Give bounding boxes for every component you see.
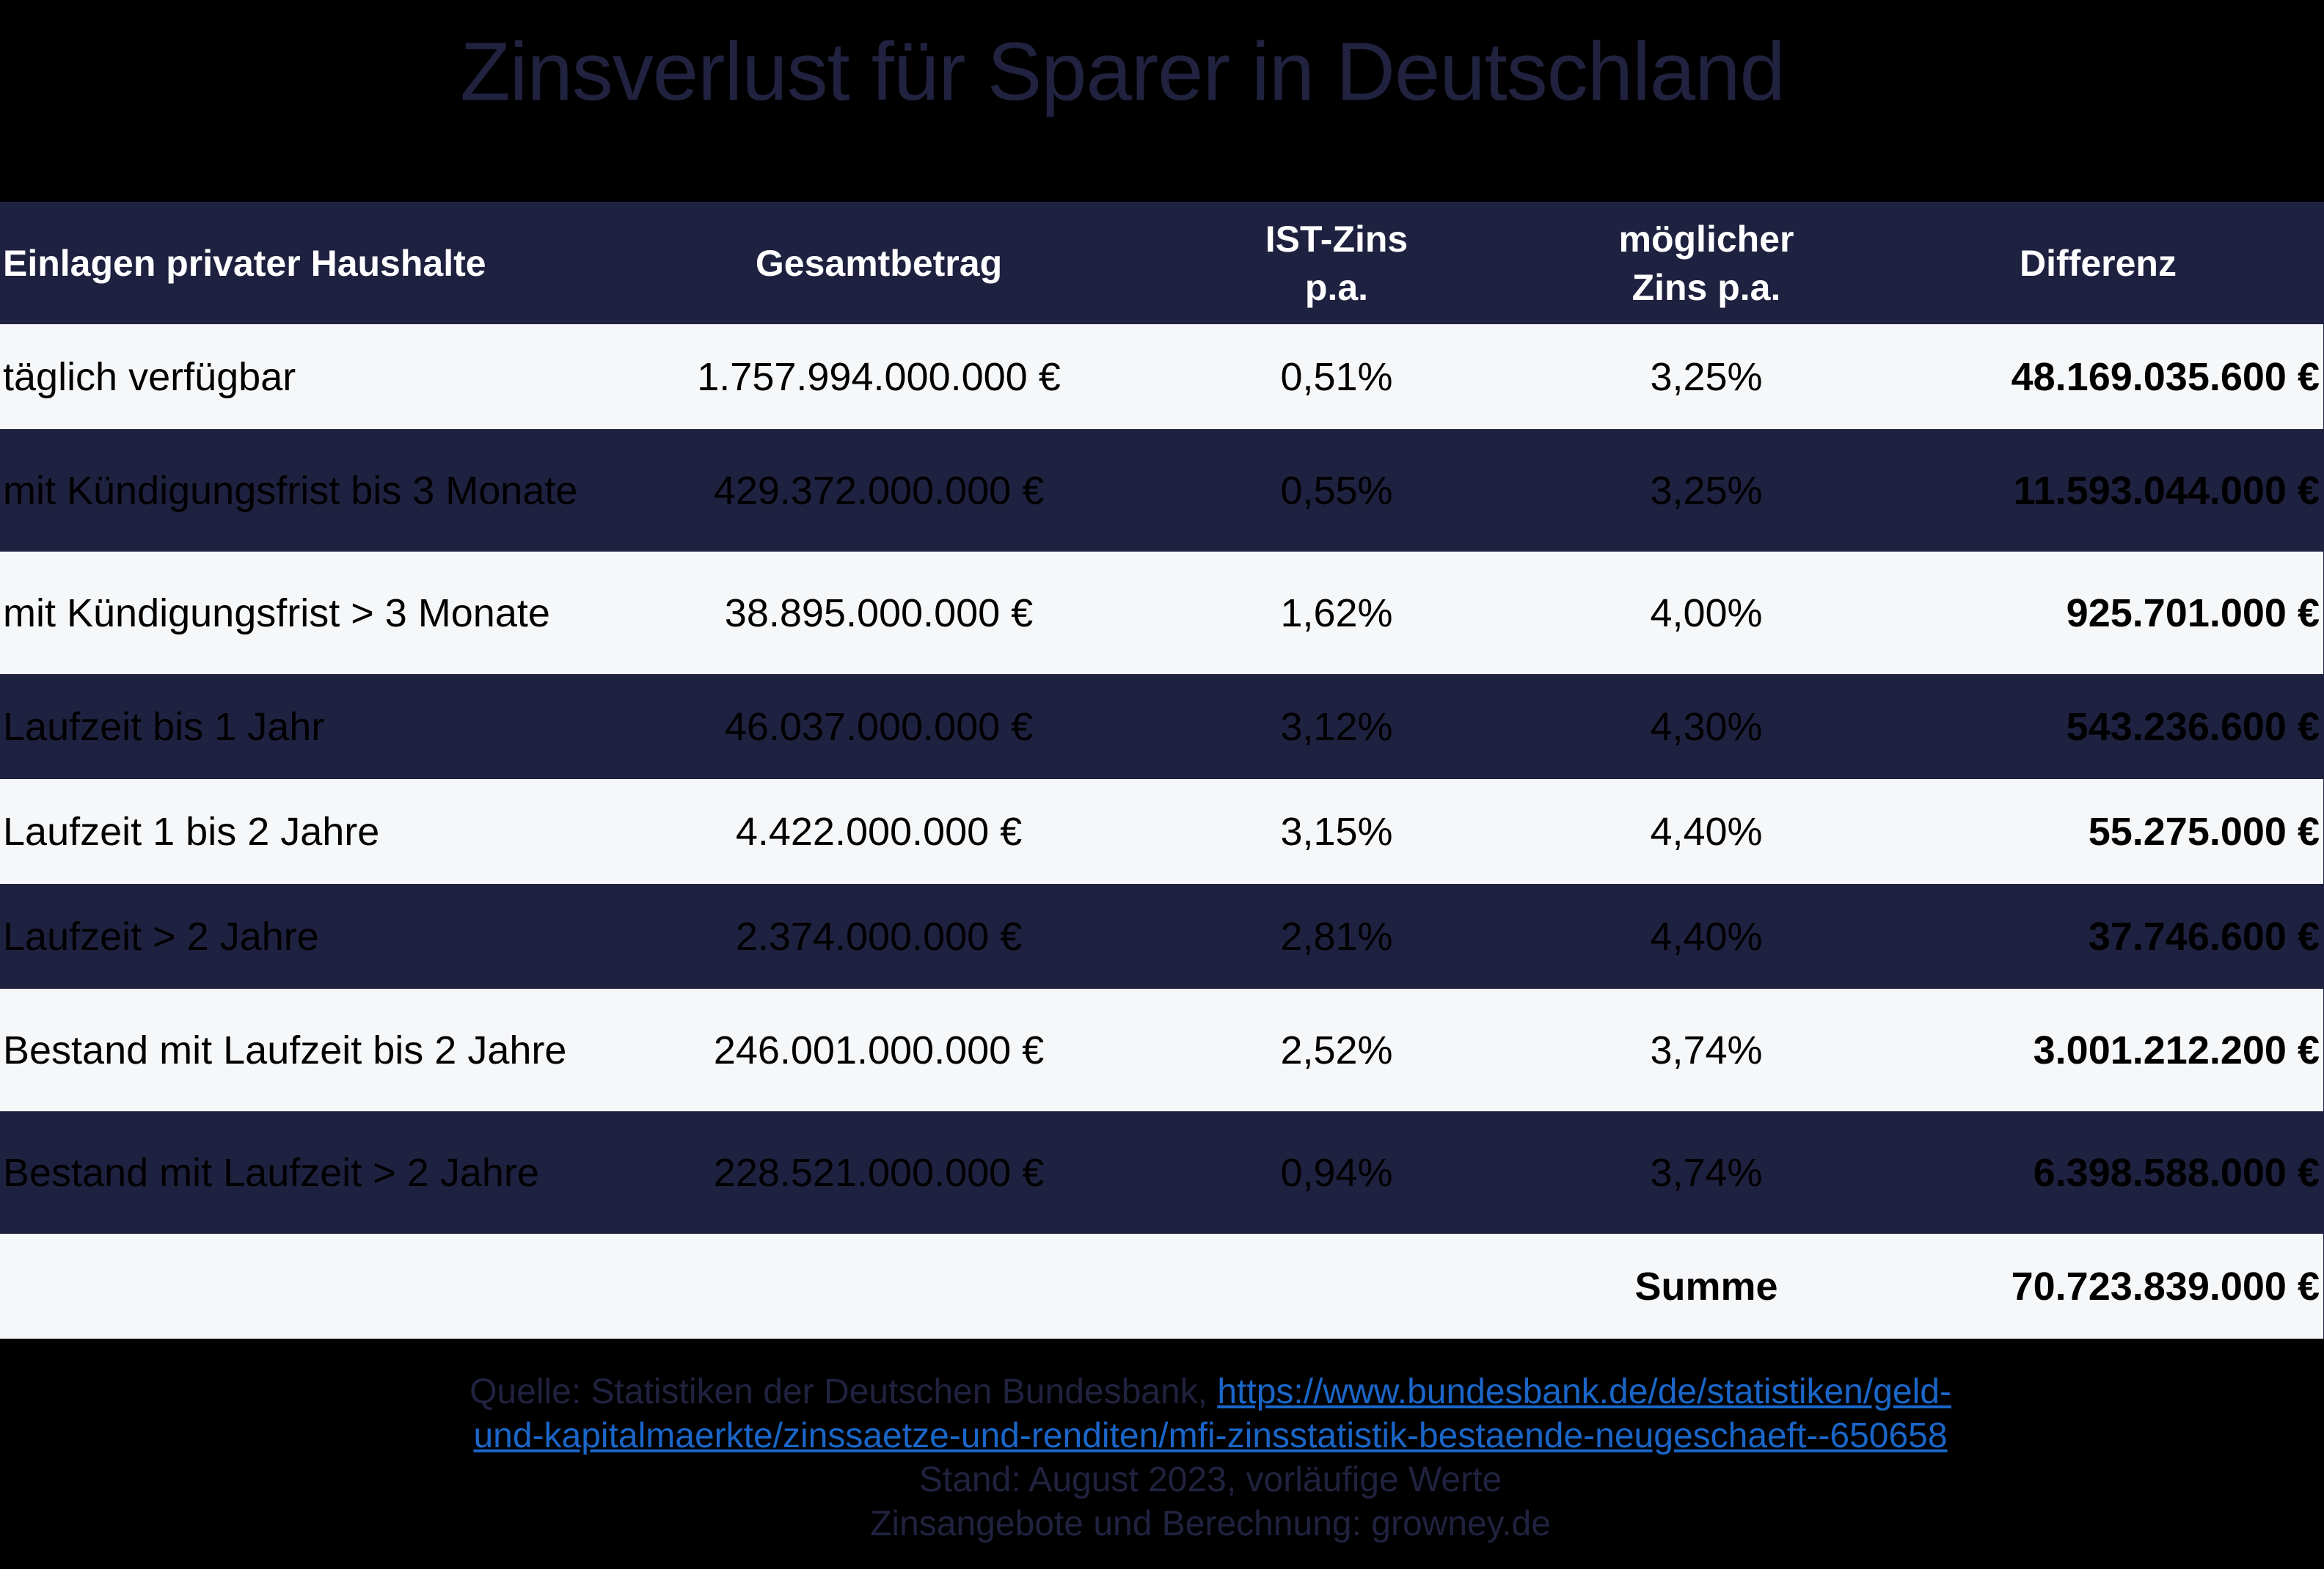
source-line-2: und-kapitalmaerkte/zinssaetze-und-rendit… (0, 1414, 2324, 1458)
cell-ist-zins: 2,52% (1280, 1028, 1393, 1072)
column-header-label: Einlagen privater Haushalte (3, 242, 486, 284)
cell-total: 38.895.000.000 € (724, 590, 1034, 635)
cell-category: Bestand mit Laufzeit > 2 Jahre (3, 1150, 539, 1195)
cell-total: 429.372.000.000 € (713, 468, 1045, 513)
source-line-1: Quelle: Statistiken der Deutschen Bundes… (0, 1370, 2324, 1414)
table-header-row: Einlagen privater Haushalte Gesamtbetrag… (0, 202, 2323, 324)
table-row: Laufzeit 1 bis 2 Jahre 4.422.000.000 € 3… (0, 779, 2323, 884)
cell-category: mit Kündigungsfrist bis 3 Monate (3, 468, 578, 513)
cell-differenz: 48.169.035.600 € (2011, 354, 2320, 399)
cell-ist-zins: 2,81% (1280, 914, 1393, 959)
table-row: täglich verfügbar 1.757.994.000.000 € 0,… (0, 324, 2323, 429)
column-header-label: IST-Zins p.a. (1265, 218, 1408, 308)
source-footer: Quelle: Statistiken der Deutschen Bundes… (0, 1370, 2324, 1546)
cell-differenz: 11.593.044.000 € (2013, 468, 2320, 513)
cell-total: 1.757.994.000.000 € (697, 354, 1061, 399)
cell-moeglicher-zins: 4,00% (1650, 590, 1763, 635)
stand-note: Stand: August 2023, vorläufige Werte (918, 1460, 1502, 1499)
cell-total: 228.521.000.000 € (713, 1150, 1045, 1195)
cell-moeglicher-zins: 4,40% (1650, 914, 1763, 959)
cell-moeglicher-zins: 3,25% (1650, 468, 1763, 513)
cell-moeglicher-zins: 4,30% (1650, 704, 1763, 749)
cell-category: Bestand mit Laufzeit bis 2 Jahre (3, 1028, 567, 1072)
cell-moeglicher-zins: 3,74% (1650, 1028, 1763, 1072)
cell-ist-zins: 0,55% (1280, 468, 1393, 513)
column-header-ist-zins: IST-Zins p.a. (1227, 202, 1447, 324)
page-title: Zinsverlust für Sparer in Deutschland (460, 26, 1786, 117)
cell-ist-zins: 0,51% (1280, 354, 1393, 399)
summary-row: Summe 70.723.839.000 € (0, 1234, 2323, 1339)
source-label: Quelle: Statistiken der Deutschen Bundes… (469, 1372, 1218, 1411)
column-header-total: Gesamtbetrag (695, 202, 1062, 324)
cell-total: 246.001.000.000 € (713, 1028, 1045, 1072)
cell-total: 46.037.000.000 € (724, 704, 1034, 749)
table-row: Laufzeit bis 1 Jahr 46.037.000.000 € 3,1… (0, 674, 2323, 779)
source-link[interactable]: https://www.bundesbank.de/de/statistiken… (1217, 1372, 1951, 1411)
column-header-moeglicher-zins: möglicher Zins p.a. (1596, 202, 1816, 324)
cell-category: Laufzeit > 2 Jahre (3, 914, 319, 959)
summary-label: Summe (1634, 1264, 1778, 1309)
cell-differenz: 543.236.600 € (2066, 704, 2320, 749)
cell-category: Laufzeit 1 bis 2 Jahre (3, 809, 380, 854)
cell-category: Laufzeit bis 1 Jahr (3, 704, 325, 749)
interest-loss-table: Einlagen privater Haushalte Gesamtbetrag… (0, 202, 2323, 1339)
credit-note: Zinsangebote und Berechnung: growney.de (870, 1504, 1551, 1543)
cell-moeglicher-zins: 3,74% (1650, 1150, 1763, 1195)
cell-ist-zins: 3,12% (1280, 704, 1393, 749)
source-link-continued[interactable]: und-kapitalmaerkte/zinssaetze-und-rendit… (473, 1416, 1948, 1455)
column-header-category: Einlagen privater Haushalte (3, 202, 486, 324)
cell-differenz: 6.398.588.000 € (2033, 1150, 2320, 1195)
cell-category: täglich verfügbar (3, 354, 296, 399)
column-header-label: Gesamtbetrag (755, 242, 1003, 284)
table-row: Laufzeit > 2 Jahre 2.374.000.000 € 2,81%… (0, 884, 2323, 989)
cell-moeglicher-zins: 4,40% (1650, 809, 1763, 854)
column-header-differenz: Differenz (1951, 202, 2245, 324)
cell-ist-zins: 3,15% (1280, 809, 1393, 854)
summary-value: 70.723.839.000 € (2011, 1264, 2320, 1309)
cell-differenz: 925.701.000 € (2066, 590, 2320, 635)
cell-differenz: 3.001.212.200 € (2033, 1028, 2320, 1072)
table-row: Bestand mit Laufzeit > 2 Jahre 228.521.0… (0, 1111, 2323, 1234)
table-row: Bestand mit Laufzeit bis 2 Jahre 246.001… (0, 989, 2323, 1111)
cell-total: 2.374.000.000 € (735, 914, 1023, 959)
table-row: mit Kündigungsfrist bis 3 Monate 429.372… (0, 429, 2323, 552)
cell-total: 4.422.000.000 € (735, 809, 1023, 854)
column-header-label: möglicher Zins p.a. (1618, 218, 1794, 308)
cell-ist-zins: 1,62% (1280, 590, 1393, 635)
cell-category: mit Kündigungsfrist > 3 Monate (3, 590, 550, 635)
cell-ist-zins: 0,94% (1280, 1150, 1393, 1195)
cell-differenz: 55.275.000 € (2088, 809, 2320, 854)
table-row: mit Kündigungsfrist > 3 Monate 38.895.00… (0, 552, 2323, 674)
cell-differenz: 37.746.600 € (2088, 914, 2320, 959)
cell-moeglicher-zins: 3,25% (1650, 354, 1763, 399)
column-header-label: Differenz (2020, 242, 2177, 284)
